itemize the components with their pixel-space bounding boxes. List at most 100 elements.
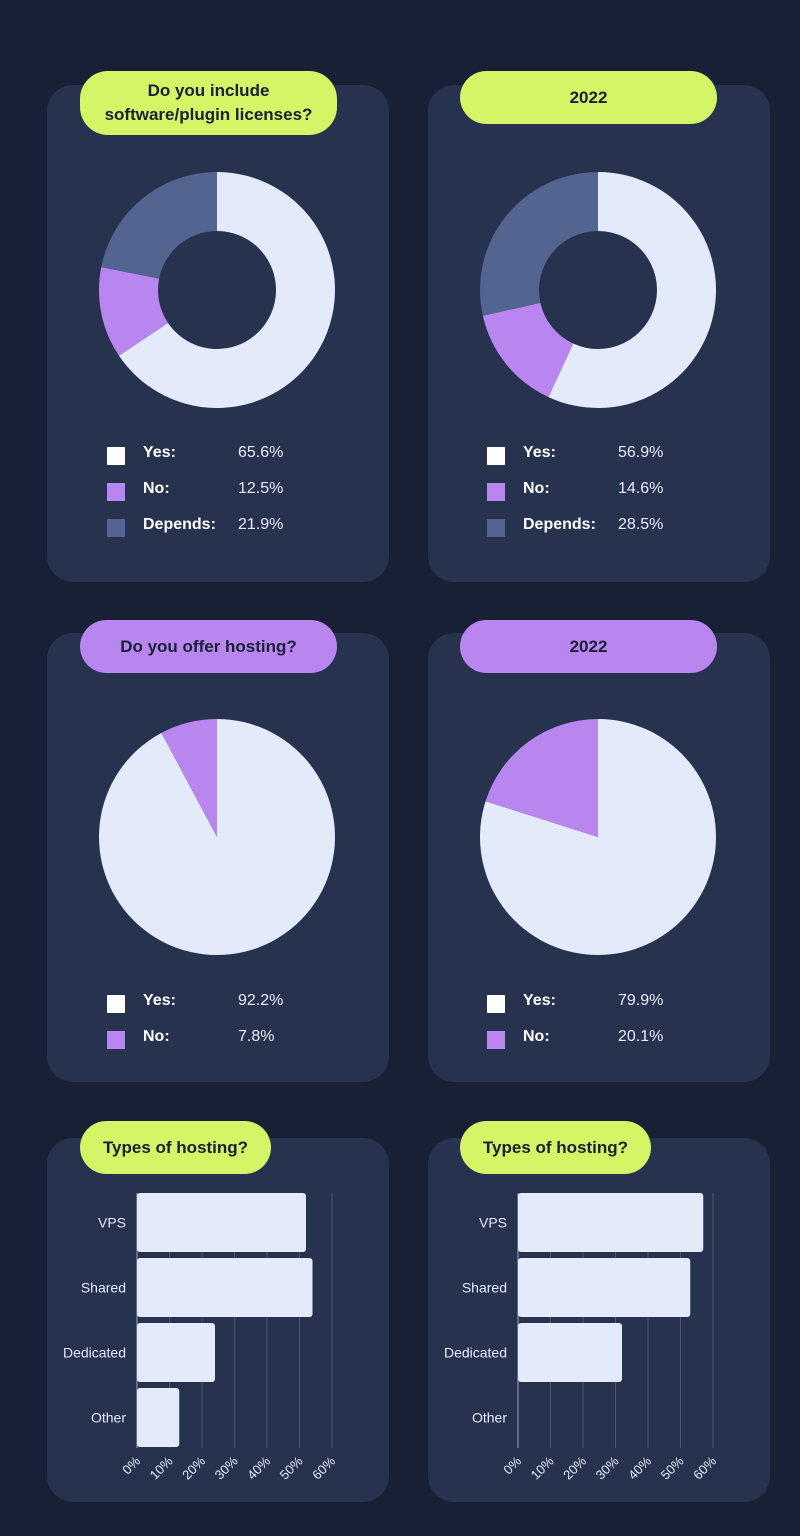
hosting-2022-title: 2022 <box>569 636 608 656</box>
hosting-types-2022-title-pill: Types of hosting? <box>460 1121 651 1174</box>
bar-shared <box>137 1258 313 1317</box>
legend-swatch <box>107 519 125 537</box>
legend-swatch <box>487 519 505 537</box>
x-tick-label: 30% <box>593 1453 622 1482</box>
legend-row: No: 14.6% <box>487 480 707 516</box>
licenses-2022-title: 2022 <box>569 87 608 107</box>
legend-row: No: 12.5% <box>107 480 327 516</box>
legend-label: Yes: <box>523 992 556 1009</box>
category-label: VPS <box>98 1215 126 1231</box>
legend-row: Yes: 56.9% <box>487 444 707 480</box>
hosting-types-2022-bar-chart: 0% 10% 20% 30% 40% 50% 60% VPS Shared Dedicated Ot… <box>444 1193 719 1483</box>
x-tick-label: 10% <box>528 1453 557 1482</box>
licenses-title-pill: Do you include software/plugin licenses? <box>80 71 337 135</box>
pie-slice-no <box>99 267 168 356</box>
pie-slice-no <box>161 719 217 837</box>
hosting-2022-pie-chart <box>480 719 716 955</box>
licenses-2022-title-pill: 2022 <box>460 71 717 124</box>
legend-swatch <box>487 995 505 1013</box>
pie-slice-depends <box>480 172 598 316</box>
legend-row: Depends: 21.9% <box>107 516 327 552</box>
legend-row: Yes: 92.2% <box>107 992 327 1028</box>
legend-row: Yes: 79.9% <box>487 992 707 1028</box>
bar-dedicated <box>518 1323 622 1382</box>
x-tick-label: 50% <box>658 1453 687 1482</box>
licenses-donut-chart <box>99 172 335 408</box>
hosting-types-title: Types of hosting? <box>102 1137 249 1157</box>
pie-slice-yes <box>548 172 716 408</box>
x-tick-label: 0% <box>119 1453 143 1477</box>
legend-value: 92.2% <box>238 992 284 1009</box>
legend-value: 56.9% <box>618 444 664 461</box>
legend-value: 21.9% <box>238 516 284 533</box>
category-label: Shared <box>462 1280 507 1296</box>
pie-slice-no <box>482 302 574 398</box>
legend-swatch <box>487 447 505 465</box>
legend-value: 7.8% <box>238 1028 275 1045</box>
legend-label: Yes: <box>143 444 176 461</box>
hosting-title-pill: Do you offer hosting? <box>80 620 337 673</box>
category-label: Dedicated <box>63 1345 126 1361</box>
legend-value: 79.9% <box>618 992 664 1009</box>
category-label: Shared <box>81 1280 126 1296</box>
legend-label: No: <box>523 480 550 497</box>
pie-slice-yes <box>98 719 335 955</box>
x-tick-label: 60% <box>309 1453 338 1482</box>
hosting-title: Do you offer hosting? <box>120 636 297 656</box>
pie-slice-depends <box>101 172 217 279</box>
legend-swatch <box>107 483 125 501</box>
legend-label: No: <box>143 480 170 497</box>
category-label: Other <box>472 1410 507 1426</box>
hosting-pie-chart <box>98 719 335 955</box>
pie-slice-yes <box>118 172 335 408</box>
category-label: Dedicated <box>444 1345 507 1361</box>
legend-label: No: <box>143 1028 170 1045</box>
x-tick-label: 40% <box>244 1453 273 1482</box>
legend-swatch <box>487 1031 505 1049</box>
legend-row: No: 7.8% <box>107 1028 327 1064</box>
legend-swatch <box>487 483 505 501</box>
legend-swatch <box>107 995 125 1013</box>
legend-value: 14.6% <box>618 480 664 497</box>
x-tick-label: 20% <box>179 1453 208 1482</box>
legend-label: Yes: <box>143 992 176 1009</box>
x-tick-label: 10% <box>147 1453 176 1482</box>
legend-swatch <box>107 447 125 465</box>
hosting-types-2022-title: Types of hosting? <box>482 1137 629 1157</box>
x-tick-label: 40% <box>625 1453 654 1482</box>
legend-value: 28.5% <box>618 516 664 533</box>
hosting-legend: Yes: 92.2% No: 7.8% <box>107 992 327 1064</box>
category-label: Other <box>91 1410 126 1426</box>
legend-value: 12.5% <box>238 480 284 497</box>
licenses-2022-card <box>428 85 770 582</box>
x-tick-label: 20% <box>560 1453 589 1482</box>
licenses-legend: Yes: 65.6% No: 12.5% Depends: 21.9% <box>107 444 327 552</box>
licenses-2022-legend: Yes: 56.9% No: 14.6% Depends: 28.5% <box>487 444 707 552</box>
legend-row: Depends: 28.5% <box>487 516 707 552</box>
legend-label: Yes: <box>523 444 556 461</box>
hosting-types-bar-chart: 0% 10% 20% 30% 40% 50% 60% VPS Shared Dedicated Ot… <box>63 1193 338 1483</box>
bar-dedicated <box>137 1323 215 1382</box>
bar-vps <box>137 1193 306 1252</box>
legend-row: Yes: 65.6% <box>107 444 327 480</box>
legend-label: Depends: <box>523 516 596 533</box>
x-tick-label: 30% <box>212 1453 241 1482</box>
bar-shared <box>518 1258 691 1317</box>
category-label: VPS <box>479 1215 507 1231</box>
legend-label: No: <box>523 1028 550 1045</box>
hosting-2022-legend: Yes: 79.9% No: 20.1% <box>487 992 707 1064</box>
legend-swatch <box>107 1031 125 1049</box>
licenses-title: Do you include software/plugin licenses? <box>104 81 313 124</box>
legend-value: 20.1% <box>618 1028 664 1045</box>
legend-label: Depends: <box>143 516 216 533</box>
x-tick-label: 50% <box>277 1453 306 1482</box>
x-tick-label: 60% <box>690 1453 719 1482</box>
hosting-2022-title-pill: 2022 <box>460 620 717 673</box>
pie-slice-no <box>485 719 598 837</box>
legend-row: No: 20.1% <box>487 1028 707 1064</box>
hosting-types-title-pill: Types of hosting? <box>80 1121 271 1174</box>
bar-other <box>137 1388 180 1447</box>
legend-value: 65.6% <box>238 444 284 461</box>
x-tick-label: 0% <box>500 1453 524 1477</box>
licenses-card <box>47 85 389 582</box>
